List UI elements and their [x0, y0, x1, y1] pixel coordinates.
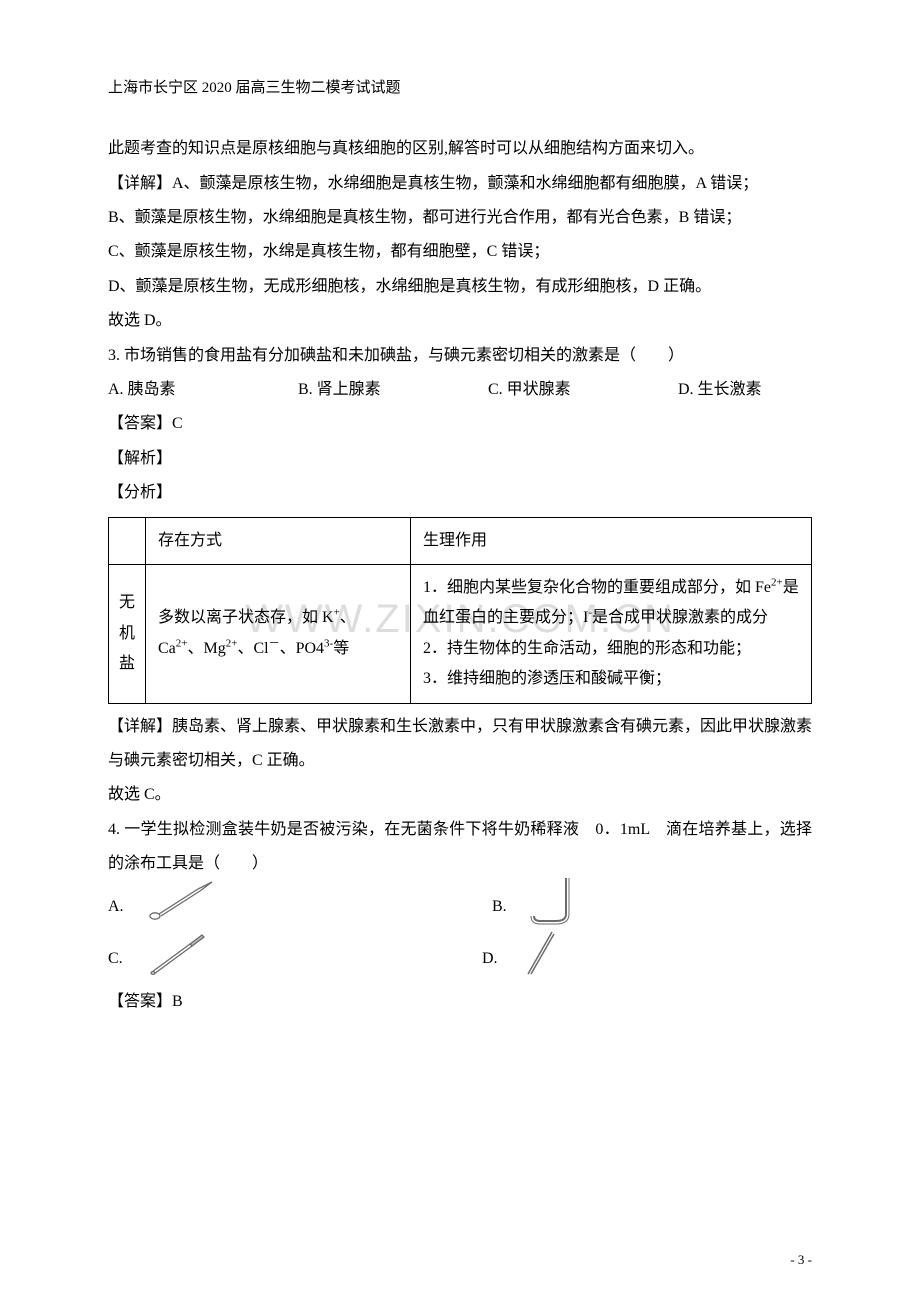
- page-header: 上海市长宁区 2020 届高三生物二模考试试题: [108, 72, 812, 104]
- page-number: - 3 -: [790, 1246, 812, 1274]
- q4-label-a: A.: [108, 890, 142, 924]
- answer-3: 【答案】C: [108, 407, 812, 441]
- detail-b: B、颤藻是原核生物，水绵细胞是真核生物，都可进行光合作用，都有光合色素，B 错误…: [108, 201, 812, 235]
- table-cell-function: 1．细胞内某些复杂化合物的重要组成部分，如 Fe2+是血红蛋白的主要成分；I-是…: [411, 564, 812, 703]
- fenxi-label: 【分析】: [108, 476, 812, 510]
- detail-a: 【详解】A、颤藻是原核生物，水绵细胞是真核生物，颤藻和水绵细胞都有细胞膜，A 错…: [108, 167, 812, 201]
- question-3-options: A. 胰岛素 B. 肾上腺素 C. 甲状腺素 D. 生长激素: [108, 373, 812, 407]
- tool-a-icon: [142, 878, 222, 937]
- question-4: 4. 一学生拟检测盒装牛奶是否被污染，在无菌条件下将牛奶稀释液 0．1mL 滴在…: [108, 813, 812, 882]
- q3-option-b: B. 肾上腺素: [298, 373, 488, 407]
- table-cell-form: 多数以离子状态存，如 K+、Ca2+、Mg2+、Cl－、PO43-等: [146, 564, 411, 703]
- q4-label-c: C.: [108, 942, 142, 976]
- question-3: 3. 市场销售的食用盐有分加碘盐和未加碘盐，与碘元素密切相关的激素是（ ）: [108, 339, 812, 373]
- pick-d: 故选 D。: [108, 304, 812, 338]
- table-header-2: 生理作用: [411, 517, 812, 564]
- q4-label-b: B.: [492, 890, 526, 924]
- answer-4: 【答案】B: [108, 985, 812, 1019]
- pick-3: 故选 C。: [108, 778, 812, 812]
- inorganic-salt-table: 存在方式 生理作用 无机盐 多数以离子状态存，如 K+、Ca2+、Mg2+、Cl…: [108, 517, 812, 704]
- table-header-1: 存在方式: [146, 517, 411, 564]
- page-content: 上海市长宁区 2020 届高三生物二模考试试题 此题考查的知识点是原核细胞与真核…: [108, 72, 812, 1020]
- detail-d: D、颤藻是原核生物，无成形细胞核，水绵细胞是真核生物，有成形细胞核，D 正确。: [108, 270, 812, 304]
- tool-d-icon: [516, 928, 566, 991]
- analysis-intro: 此题考查的知识点是原核细胞与真核细胞的区别,解答时可以从细胞结构方面来切入。: [108, 132, 812, 166]
- q4-row-2: C. D.: [108, 933, 812, 985]
- jiexi-label: 【解析】: [108, 442, 812, 476]
- table-row-label: 无机盐: [109, 564, 146, 703]
- q3-option-a: A. 胰岛素: [108, 373, 298, 407]
- q4-label-d: D.: [482, 942, 516, 976]
- tool-c-icon: [142, 930, 212, 989]
- detail-c: C、颤藻是原核生物，水绵是真核生物，都有细胞壁，C 错误；: [108, 235, 812, 269]
- q3-option-d: D. 生长激素: [678, 373, 762, 407]
- q4-row-1: A. B.: [108, 881, 812, 933]
- detail-3: 【详解】胰岛素、肾上腺素、甲状腺素和生长激素中，只有甲状腺激素含有碘元素，因此甲…: [108, 710, 812, 779]
- table-corner: [109, 517, 146, 564]
- q3-option-c: C. 甲状腺素: [488, 373, 678, 407]
